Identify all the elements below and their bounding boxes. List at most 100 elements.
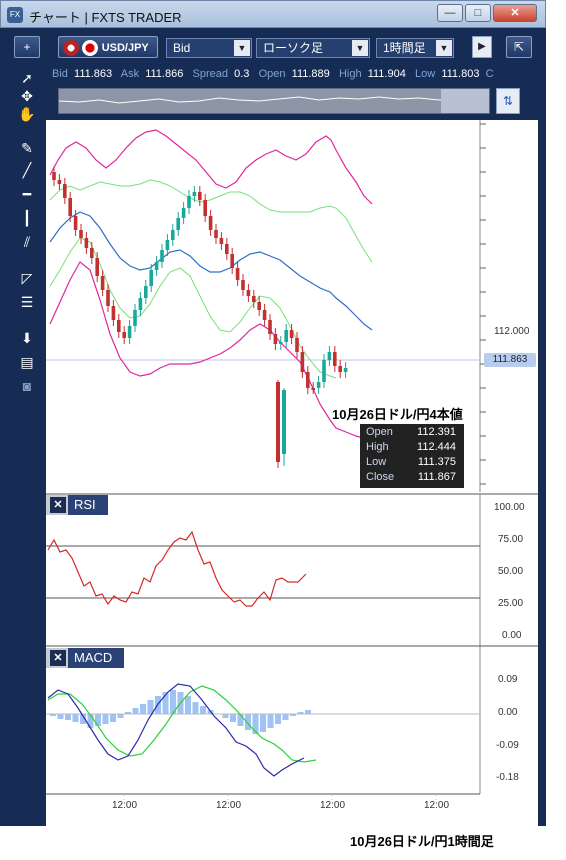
candle (246, 284, 251, 302)
macd-tick: 0.00 (498, 707, 518, 718)
close-icon[interactable]: ✕ (50, 650, 66, 666)
scroll-to-end-icon[interactable]: ⇅ (496, 88, 520, 114)
candle (333, 346, 337, 372)
pointer-icon[interactable]: ➚ (21, 70, 33, 86)
rsi-tick: 50.00 (498, 566, 524, 577)
histogram-bar (170, 690, 176, 714)
vertical-line-icon[interactable]: ┃ (22, 210, 32, 226)
time-label: 12:00 (320, 800, 346, 811)
horizontal-line-icon[interactable]: ━ (22, 186, 32, 202)
chart-type-select[interactable]: ローソク足 ▼ (256, 38, 370, 58)
histogram-bar (305, 710, 311, 714)
candle (282, 388, 286, 466)
candle (79, 224, 83, 244)
bollinger-upper-line (49, 129, 373, 205)
histogram-bar (57, 714, 64, 719)
candle (68, 192, 72, 222)
ohlc-high-value: 112.444 (417, 441, 456, 453)
macd-tick: 0.09 (498, 674, 518, 685)
spread-label: Spread (192, 68, 228, 80)
rsi-line (47, 530, 307, 607)
histogram-bar (162, 692, 169, 714)
histogram-bar (125, 712, 131, 714)
histogram-bar (260, 714, 266, 732)
maximize-button[interactable]: □ (465, 4, 491, 22)
japan-flag-icon (82, 39, 99, 56)
time-label: 12:00 (424, 800, 450, 811)
price-chart[interactable] (46, 120, 538, 826)
currency-pair-button[interactable]: USD/JPY (58, 36, 158, 58)
candle (154, 256, 159, 276)
spread-value: 0.3 (234, 68, 250, 80)
restore-icon[interactable]: ⇱ (506, 36, 532, 58)
list-icon[interactable]: ▤ (20, 354, 34, 370)
minimize-button[interactable]: — (437, 4, 463, 22)
histogram-bar (245, 714, 251, 730)
rsi-panel-header: ✕ RSI (46, 495, 108, 515)
hand-icon[interactable]: ✋ (18, 106, 36, 122)
navigator-line (59, 96, 489, 104)
histogram-bar (87, 714, 94, 728)
download-icon[interactable]: ⬇ (21, 330, 33, 346)
candle (338, 360, 342, 378)
chart-area: 112.000 111.863 10月26日ドル/円4本値 Open 112.3… (46, 120, 538, 826)
macd-tick: -0.09 (496, 740, 519, 751)
histogram-bar (65, 714, 71, 720)
candle (268, 314, 272, 340)
crosshair-pointer-icon[interactable]: ✥ (21, 88, 33, 104)
histogram-bar (185, 696, 191, 714)
candle (198, 186, 202, 206)
candle (122, 326, 126, 344)
close-icon[interactable]: ✕ (50, 497, 66, 513)
fan-icon[interactable]: ◸ (21, 270, 33, 286)
histogram-bar (282, 714, 289, 720)
macd-line (47, 683, 305, 777)
close-button[interactable]: ✕ (493, 4, 537, 22)
chart-navigator[interactable] (58, 88, 490, 114)
rsi-tick: 0.00 (502, 630, 522, 641)
candle (241, 274, 245, 296)
candle (149, 264, 153, 292)
ohlc-close-value: 111.867 (417, 471, 456, 483)
ohlc-low-label: Low (366, 456, 387, 468)
chevron-down-icon: ▼ (352, 40, 368, 56)
add-chart-button[interactable]: + (14, 36, 40, 58)
candle (52, 166, 56, 186)
bottom-caption: 10月26日ドル/円1時間足 (350, 834, 494, 849)
pen-icon[interactable]: ✎ (21, 140, 33, 156)
candle (262, 304, 267, 326)
candle (311, 382, 315, 394)
bid-value: 111.863 (74, 68, 113, 80)
histogram-bar (200, 706, 206, 714)
histogram-bar (140, 704, 146, 714)
histogram-bar (72, 714, 79, 722)
fibonacci-icon[interactable]: ☰ (20, 294, 34, 310)
camera-icon[interactable]: ◙ (22, 378, 32, 394)
trendline-icon[interactable]: ╱ (22, 162, 32, 178)
price-label-112: 112.000 (494, 326, 530, 337)
histogram-bar (275, 714, 281, 724)
title-bar: FX チャート | FXTS TRADER — □ ✕ (0, 0, 546, 28)
candle (95, 252, 99, 282)
histogram-bar (192, 702, 199, 714)
candle (84, 232, 89, 254)
parallel-channel-icon[interactable]: ⫽ (23, 234, 31, 250)
histogram-bar (222, 714, 229, 718)
macd-histogram (46, 690, 480, 734)
candle (284, 324, 288, 348)
price-type-select[interactable]: Bid ▼ (166, 38, 252, 58)
timeframe-select[interactable]: 1時間足 ▼ (376, 38, 454, 58)
chevron-down-icon: ▼ (234, 40, 250, 56)
candle (235, 262, 240, 286)
moving-average-line (49, 211, 373, 331)
histogram-bar (147, 700, 154, 714)
histogram-bar (50, 714, 56, 716)
candle (273, 328, 278, 350)
ohlc-close-label: Close (366, 471, 395, 483)
navigator-window[interactable] (441, 89, 489, 113)
chart-menu-icon[interactable]: ▶ (472, 36, 492, 58)
candle (276, 380, 280, 468)
candle (63, 178, 67, 204)
us-flag-icon (63, 39, 79, 56)
current-price-tag: 111.863 (484, 353, 536, 367)
